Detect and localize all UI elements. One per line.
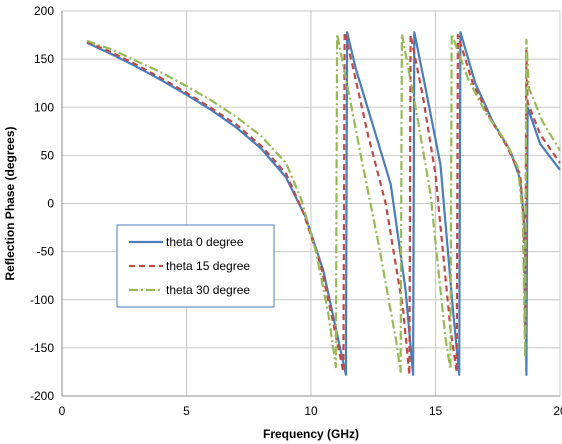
x-tick-label: 20: [553, 404, 562, 418]
y-tick-label: 200: [34, 4, 54, 18]
legend-label-2: theta 30 degree: [166, 283, 250, 297]
y-tick-label: 50: [41, 148, 55, 162]
x-axis-title: Frequency (GHz): [263, 427, 359, 441]
y-tick-label: 100: [34, 100, 54, 114]
y-tick-label: 150: [34, 52, 54, 66]
legend-label-0: theta 0 degree: [166, 235, 244, 249]
x-tick-label: 10: [304, 404, 318, 418]
x-tick-label: 0: [59, 404, 66, 418]
y-tick-label: -150: [30, 341, 54, 355]
y-axis-title: Reflection Phase (degrees): [3, 126, 17, 280]
legend: theta 0 degree theta 15 degree theta 30 de…: [116, 224, 275, 308]
grid: [61, 10, 561, 397]
y-tick-label: -200: [30, 389, 54, 403]
x-tick-label: 15: [429, 404, 443, 418]
series-line-0: [86, 31, 561, 376]
y-tick-label: -100: [30, 293, 54, 307]
legend-label-1: theta 15 degree: [166, 259, 250, 273]
x-tick-label: 5: [183, 404, 190, 418]
series-layer: [86, 31, 561, 376]
series-line-1: [86, 31, 561, 376]
y-tick-label: -50: [37, 245, 55, 259]
series-line-2: [86, 33, 561, 373]
y-tick-label: 0: [47, 197, 54, 211]
axes: 200 150 100 50 0 -50 -100 -150 -200 0 5 10 15 20: [30, 4, 562, 418]
